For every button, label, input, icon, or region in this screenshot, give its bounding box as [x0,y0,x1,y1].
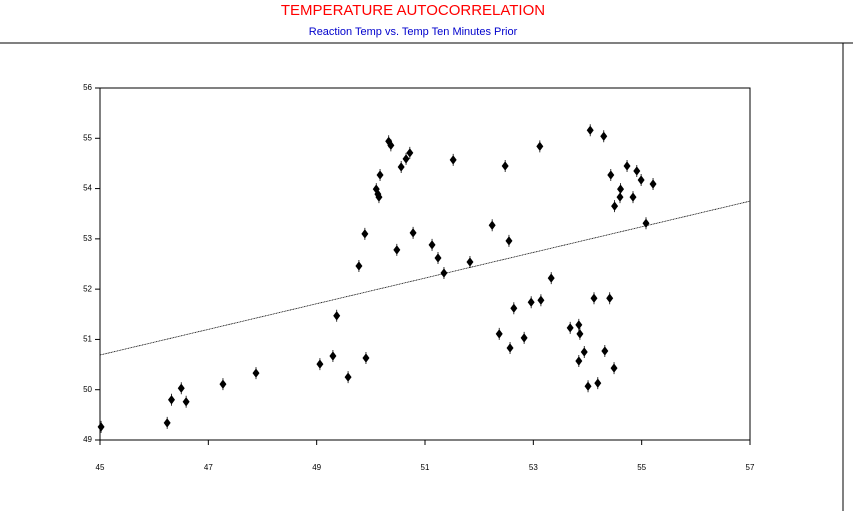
scatter-point [576,327,584,340]
x-tick-label: 51 [421,463,430,472]
scatter-point [402,152,410,165]
scatter-point [547,272,555,285]
scatter-point [607,168,615,181]
scatter-point [536,140,544,153]
x-tick-label: 45 [96,463,105,472]
x-tick-label: 55 [637,463,646,472]
scatter-point [520,331,528,344]
scatter-point [362,352,370,365]
scatter-point [505,234,513,247]
scatter-point [610,362,618,375]
scatter-point [361,227,369,240]
scatter-point [397,160,405,173]
scatter-point [428,238,436,251]
scatter-point [163,416,171,429]
scatter-point [617,183,625,196]
scatter-point [606,292,614,305]
x-tick-label: 47 [204,463,213,472]
scatter-point [575,318,583,331]
y-tick-label: 52 [83,284,92,293]
trend-line [99,200,751,356]
scatter-point [376,168,384,181]
scatter-point [495,327,503,340]
scatter-point [182,395,190,408]
scatter-point [537,294,545,307]
x-tick-label: 53 [529,463,538,472]
scatter-point [575,355,583,368]
scatter-point [629,191,637,204]
scatter-point [623,159,631,172]
scatter-point [409,226,417,239]
scatter-point [344,371,352,384]
y-tick-label: 50 [83,385,92,394]
scatter-point [586,124,594,137]
scatter-point [177,382,185,395]
scatter-point [406,146,414,159]
scatter-point [601,344,609,357]
scatter-point [501,159,509,172]
scatter-point [642,217,650,230]
scatter-point [590,292,598,305]
scatter-point [355,260,363,273]
scatter-point [510,302,518,315]
scatter-point [434,251,442,264]
scatter-point [440,267,448,280]
x-tick-label: 49 [312,463,321,472]
scatter-point [333,309,341,322]
scatter-point [527,296,535,309]
x-tick-label: 57 [746,463,755,472]
y-tick-label: 54 [83,184,92,193]
scatter-point [580,346,588,358]
scatter-point [316,358,324,371]
y-tick-label: 53 [83,234,92,243]
scatter-point [594,377,602,390]
y-tick-label: 49 [83,435,92,444]
y-tick-label: 55 [83,133,92,142]
scatter-point [637,174,645,187]
scatter-point [466,255,474,268]
scatter-point [219,378,227,391]
scatter-point [387,139,395,152]
y-tick-label: 51 [83,335,92,344]
scatter-point [633,164,641,177]
y-tick-label: 56 [83,83,92,92]
scatter-point [488,219,496,232]
scatter-point [393,243,401,256]
scatter-point [600,130,608,143]
scatter-point [616,191,624,204]
scatter-point [584,380,592,393]
scatter-point [252,367,260,380]
scatter-point [611,200,619,213]
scatter-point [329,350,337,363]
chart-subtitle: Reaction Temp vs. Temp Ten Minutes Prior [309,26,518,38]
scatter-point [449,153,457,166]
chart-title: TEMPERATURE AUTOCORRELATION [281,2,545,19]
scatter-point [649,178,657,191]
scatter-point [97,420,105,433]
scatter-point [506,341,514,354]
scatter-point [566,321,574,334]
scatter-point [168,393,175,406]
scatter-point [375,191,383,204]
